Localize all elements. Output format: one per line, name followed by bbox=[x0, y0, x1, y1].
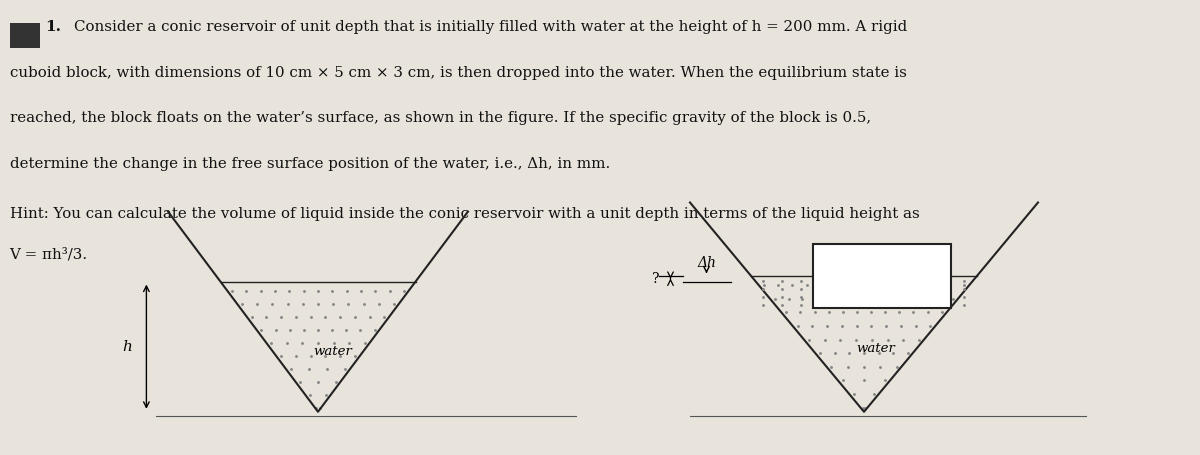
Text: reached, the block floats on the water’s surface, as shown in the figure. If the: reached, the block floats on the water’s… bbox=[10, 111, 871, 126]
Text: Δh: Δh bbox=[697, 256, 716, 270]
Text: cuboid block, with dimensions of 10 cm × 5 cm × 3 cm, is then dropped into the w: cuboid block, with dimensions of 10 cm ×… bbox=[10, 66, 906, 80]
Text: water: water bbox=[857, 342, 895, 355]
Text: V = πh³/3.: V = πh³/3. bbox=[10, 248, 88, 262]
Bar bbox=[814, 244, 952, 308]
Text: 1.: 1. bbox=[46, 20, 61, 35]
Text: Consider a conic reservoir of unit depth that is initially filled with water at : Consider a conic reservoir of unit depth… bbox=[74, 20, 907, 35]
Text: ?: ? bbox=[653, 272, 660, 286]
Text: water: water bbox=[313, 345, 352, 358]
Bar bbox=[10, 23, 40, 48]
Text: h: h bbox=[122, 340, 132, 354]
Text: determine the change in the free surface position of the water, i.e., Δh, in mm.: determine the change in the free surface… bbox=[10, 157, 610, 171]
Text: Hint: You can calculate the volume of liquid inside the conic reservoir with a u: Hint: You can calculate the volume of li… bbox=[10, 207, 919, 221]
Text: block: block bbox=[863, 261, 901, 275]
Bar bbox=[814, 244, 952, 308]
